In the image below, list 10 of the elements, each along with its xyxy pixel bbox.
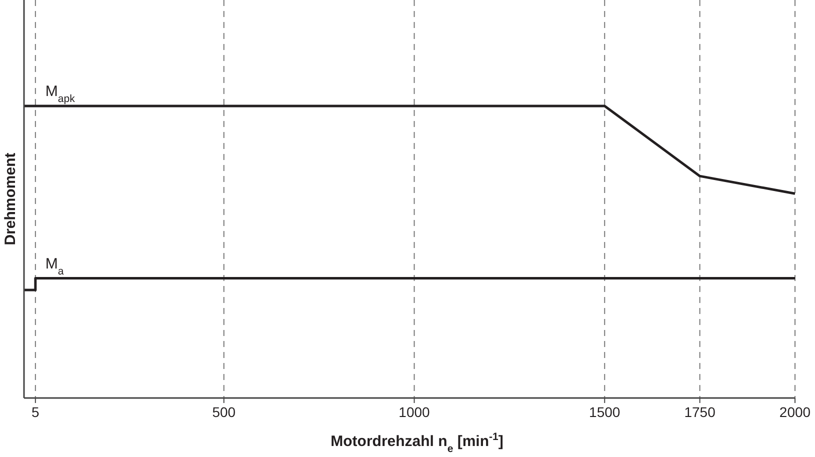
- x-tick-label: 2000: [779, 404, 811, 420]
- x-tick-label: 1750: [684, 404, 716, 420]
- series-label: M$_{a}$: [45, 255, 64, 278]
- x-axis-title: Motordrehzahl n$_{e}$ [min$^{-1}$]: [330, 431, 504, 455]
- x-tick-label: 500: [212, 404, 236, 420]
- x-tick-label: 5: [32, 404, 40, 420]
- y-axis-title: Drehmoment: [2, 152, 19, 246]
- x-tick-label: 1500: [589, 404, 620, 420]
- x-tick-label: 1000: [398, 404, 430, 420]
- series-label: M$_{apk}$: [45, 83, 76, 105]
